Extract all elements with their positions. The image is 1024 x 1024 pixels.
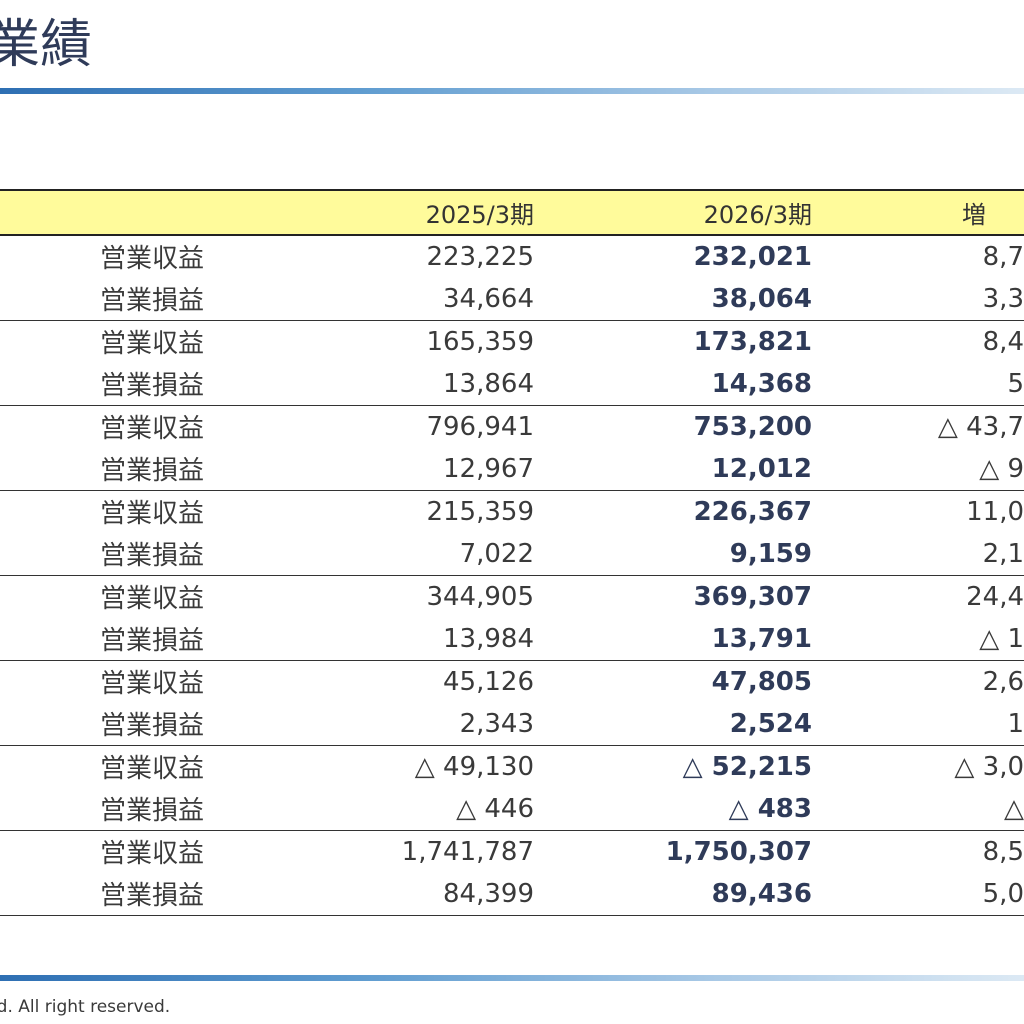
results-table: 2025/3期 2026/3期 増 営業収益 223,225 232,021 8… xyxy=(0,189,1024,916)
prev-year-value: 1,741,787 xyxy=(401,836,534,867)
table-row: 営業収益 △ 49,130 △ 52,215 △ 3,0 xyxy=(0,745,1024,788)
table-row: 営業損益 △ 446 △ 483 △ xyxy=(0,787,1024,831)
change-value: 8,5 xyxy=(982,836,1024,867)
row-label: 営業収益 xyxy=(99,329,204,359)
row-label: 営業損益 xyxy=(0,447,210,491)
row-label: 営業損益 xyxy=(0,787,210,831)
prev-year-value: 13,864 xyxy=(210,362,536,406)
row-label: 営業収益 xyxy=(99,839,204,869)
current-year-value: 226,367 xyxy=(693,496,812,527)
page-title: 業績 xyxy=(0,15,93,75)
change-value: △ 9 xyxy=(814,447,1024,491)
row-label: 営業損益 xyxy=(0,277,210,321)
change-value: 3,3 xyxy=(814,277,1024,321)
current-year-value: 753,200 xyxy=(693,411,812,442)
prev-year-value: 84,399 xyxy=(210,872,536,916)
row-label: 営業損益 xyxy=(0,702,210,746)
table-row: 営業収益 165,359 173,821 8,4 xyxy=(0,320,1024,363)
table-row: 営業損益 13,864 14,368 5 xyxy=(0,362,1024,406)
row-label: 営業収益 xyxy=(99,244,204,275)
change-value: 5,0 xyxy=(814,872,1024,916)
table-row: 営業損益 13,984 13,791 △ 1 xyxy=(0,617,1024,661)
change-value: 5 xyxy=(814,362,1024,406)
change-value: △ 43,7 xyxy=(937,411,1024,442)
prev-year-value: 45,126 xyxy=(443,666,534,697)
table-row: 営業損益 34,664 38,064 3,3 xyxy=(0,277,1024,321)
prev-year-value: 12,967 xyxy=(210,447,536,491)
row-label: 営業損益 xyxy=(0,362,210,406)
current-year-value: 38,064 xyxy=(536,277,814,321)
header-prev-year: 2025/3期 xyxy=(210,189,536,236)
table-row: 営業損益 12,967 12,012 △ 9 xyxy=(0,447,1024,491)
change-value: 24,4 xyxy=(966,581,1024,612)
copyright-text: td. All right reserved. xyxy=(0,997,171,1017)
prev-year-value: 215,359 xyxy=(426,496,534,527)
prev-year-value: 165,359 xyxy=(426,326,534,357)
current-year-value: 47,805 xyxy=(711,666,812,697)
change-value: 2,6 xyxy=(982,666,1024,697)
row-label: 営業収益 xyxy=(99,754,204,784)
current-year-value: △ 52,215 xyxy=(682,751,812,782)
row-label: 営業損益 xyxy=(0,532,210,576)
change-value: △ xyxy=(814,787,1024,831)
change-value: 2,1 xyxy=(814,532,1024,576)
prev-year-value: △ 49,130 xyxy=(414,751,534,782)
current-year-value: 232,021 xyxy=(693,241,812,272)
current-year-value: 173,821 xyxy=(693,326,812,357)
table-row: 営業収益 796,941 753,200 △ 43,7 xyxy=(0,405,1024,448)
row-label: 営業収益 xyxy=(99,584,204,614)
prev-year-value: 796,941 xyxy=(426,411,534,442)
prev-year-value: 7,022 xyxy=(210,532,536,576)
header-label xyxy=(0,189,210,236)
table-header-row: 2025/3期 2026/3期 増 xyxy=(0,189,1024,236)
change-value: 8,7 xyxy=(982,241,1024,272)
table-row: 営業収益 215,359 226,367 11,0 xyxy=(0,490,1024,533)
prev-year-value: 223,225 xyxy=(426,241,534,272)
change-value: △ 1 xyxy=(814,617,1024,661)
row-label: 営業収益 xyxy=(99,499,204,529)
change-value: 11,0 xyxy=(966,496,1024,527)
prev-year-value: 344,905 xyxy=(426,581,534,612)
current-year-value: 1,750,307 xyxy=(665,836,812,867)
row-label: 営業損益 xyxy=(0,872,210,916)
prev-year-value: 13,984 xyxy=(210,617,536,661)
table-row: 営業損益 2,343 2,524 1 xyxy=(0,702,1024,746)
change-value: 8,4 xyxy=(982,326,1024,357)
footer-divider xyxy=(0,975,1024,981)
current-year-value: 369,307 xyxy=(693,581,812,612)
prev-year-value: 2,343 xyxy=(210,702,536,746)
table-row: 営業収益 223,225 232,021 8,7 xyxy=(0,235,1024,278)
table-row: 営業収益 45,126 47,805 2,6 xyxy=(0,660,1024,703)
table-row: 営業収益 344,905 369,307 24,4 xyxy=(0,575,1024,618)
row-label: 営業収益 xyxy=(99,414,204,444)
current-year-value: 89,436 xyxy=(536,872,814,916)
current-year-value: 2,524 xyxy=(536,702,814,746)
current-year-value: 9,159 xyxy=(536,532,814,576)
current-year-value: △ 483 xyxy=(536,787,814,831)
header-change: 増 xyxy=(814,189,1024,236)
row-label: 営業収益 xyxy=(99,669,204,699)
header-current-year: 2026/3期 xyxy=(536,189,814,236)
current-year-value: 14,368 xyxy=(536,362,814,406)
title-divider xyxy=(0,88,1024,94)
table-row: 営業収益 1,741,787 1,750,307 8,5 xyxy=(0,830,1024,873)
change-value: 1 xyxy=(814,702,1024,746)
table-row: 営業損益 7,022 9,159 2,1 xyxy=(0,532,1024,576)
table-row: 営業損益 84,399 89,436 5,0 xyxy=(0,872,1024,916)
current-year-value: 12,012 xyxy=(536,447,814,491)
current-year-value: 13,791 xyxy=(536,617,814,661)
row-label: 営業損益 xyxy=(0,617,210,661)
prev-year-value: 34,664 xyxy=(210,277,536,321)
change-value: △ 3,0 xyxy=(954,751,1024,782)
prev-year-value: △ 446 xyxy=(210,787,536,831)
